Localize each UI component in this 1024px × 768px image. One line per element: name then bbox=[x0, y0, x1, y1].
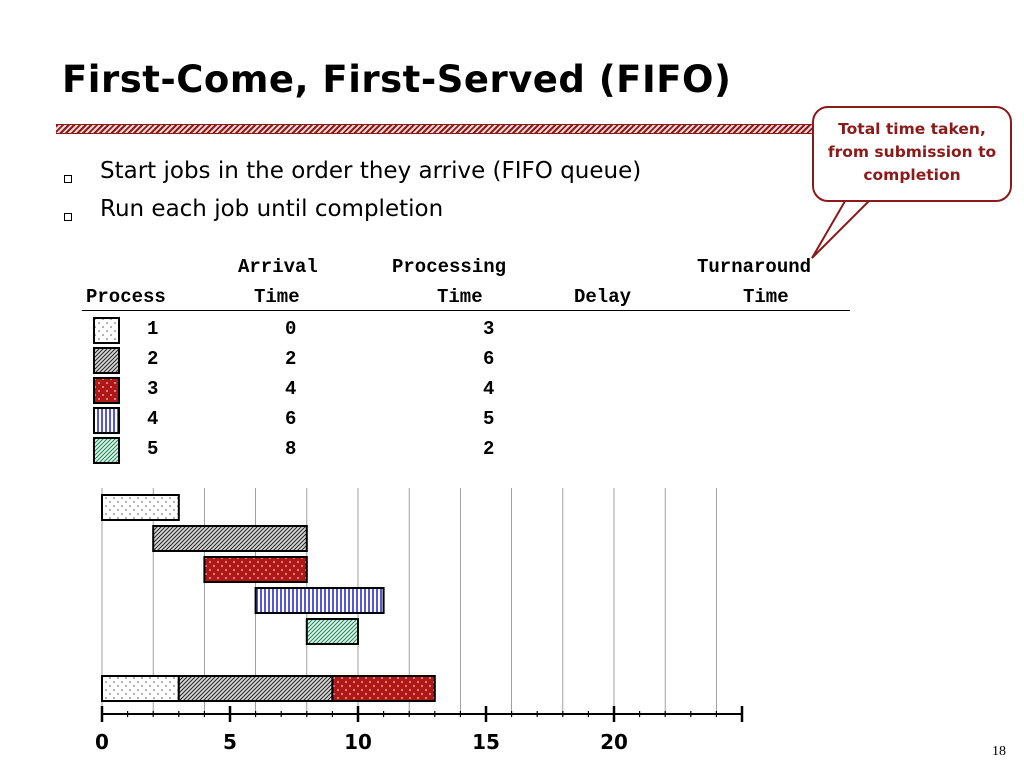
square-bullet-icon bbox=[64, 175, 72, 183]
callout-line: from submission to bbox=[827, 143, 997, 161]
cell-processing-time: 3 bbox=[483, 318, 495, 340]
square-bullet-icon bbox=[64, 213, 72, 221]
schedule-bar-process-2 bbox=[177, 675, 334, 702]
x-tick-label: 0 bbox=[95, 730, 109, 754]
gantt-bar-process-5 bbox=[305, 618, 359, 645]
header-arrival: Arrival bbox=[238, 256, 318, 278]
cell-process: 1 bbox=[147, 318, 159, 340]
header-turnaround: Turnaround bbox=[697, 256, 812, 278]
process-swatch bbox=[93, 317, 120, 344]
cell-process: 4 bbox=[147, 408, 159, 430]
cell-processing-time: 2 bbox=[483, 438, 495, 460]
x-tick-label: 10 bbox=[344, 730, 372, 754]
header-processing: Processing bbox=[392, 256, 507, 278]
gantt-bar-process-4 bbox=[254, 587, 385, 614]
header-process: Process bbox=[86, 286, 166, 308]
x-tick-label: 20 bbox=[600, 730, 628, 754]
cell-arrival-time: 2 bbox=[285, 348, 297, 370]
cell-arrival-time: 4 bbox=[285, 378, 297, 400]
header-rule bbox=[82, 310, 850, 311]
gantt-bar-process-3 bbox=[203, 556, 308, 583]
cell-process: 3 bbox=[147, 378, 159, 400]
bullet-text: Run each job until completion bbox=[100, 196, 444, 222]
header-turnaround-time: Time bbox=[743, 286, 789, 308]
cell-processing-time: 6 bbox=[483, 348, 495, 370]
x-tick-label: 15 bbox=[472, 730, 500, 754]
header-arrival-time: Time bbox=[254, 286, 300, 308]
title-divider bbox=[56, 124, 836, 134]
cell-arrival-time: 8 bbox=[285, 438, 297, 460]
slide-title: First-Come, First-Served (FIFO) bbox=[62, 58, 732, 101]
cell-arrival-time: 6 bbox=[285, 408, 297, 430]
page-number: 18 bbox=[992, 744, 1006, 759]
cell-arrival-time: 0 bbox=[285, 318, 297, 340]
gantt-bar-process-2 bbox=[152, 525, 308, 552]
gantt-bar-process-1 bbox=[101, 494, 180, 521]
callout-line: Total time taken, bbox=[838, 120, 986, 138]
callout-line: completion bbox=[863, 166, 961, 184]
cell-processing-time: 5 bbox=[483, 408, 495, 430]
cell-process: 2 bbox=[147, 348, 159, 370]
process-swatch bbox=[93, 407, 120, 434]
process-swatch bbox=[93, 377, 120, 404]
schedule-bar-process-3 bbox=[331, 675, 436, 702]
schedule-bar-process-1 bbox=[101, 675, 180, 702]
callout-bubble: Total time taken, from submission to com… bbox=[812, 106, 1012, 202]
bullet-text: Start jobs in the order they arrive (FIF… bbox=[100, 158, 642, 184]
cell-processing-time: 4 bbox=[483, 378, 495, 400]
process-swatch bbox=[93, 437, 120, 464]
process-swatch bbox=[93, 347, 120, 374]
cell-process: 5 bbox=[147, 438, 159, 460]
x-tick-label: 5 bbox=[223, 730, 237, 754]
header-delay: Delay bbox=[574, 286, 632, 308]
header-processing-time: Time bbox=[437, 286, 483, 308]
